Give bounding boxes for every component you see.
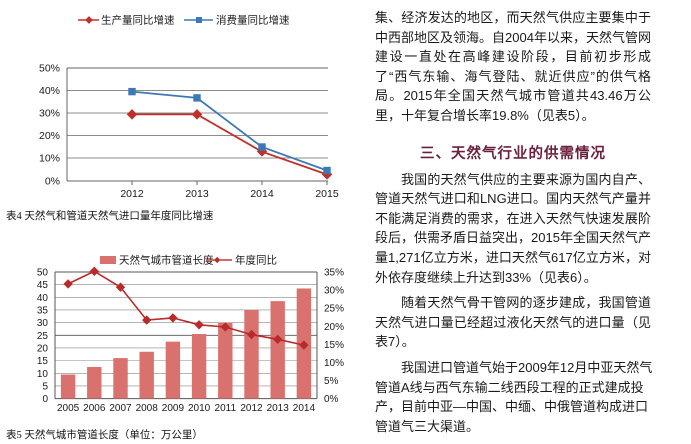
svg-text:2012: 2012 (120, 188, 144, 200)
svg-text:20%: 20% (39, 130, 60, 142)
svg-text:2013: 2013 (185, 188, 209, 200)
svg-text:35%: 35% (324, 268, 344, 279)
svg-text:45: 45 (37, 280, 49, 291)
svg-text:2012: 2012 (240, 403, 263, 414)
svg-text:40: 40 (37, 293, 49, 304)
svg-text:10%: 10% (324, 358, 344, 369)
svg-text:10%: 10% (39, 153, 60, 165)
svg-text:30%: 30% (324, 286, 344, 297)
svg-text:0: 0 (42, 394, 48, 405)
svg-text:年度同比: 年度同比 (235, 254, 277, 267)
svg-text:2015: 2015 (315, 188, 339, 200)
svg-text:2005: 2005 (57, 403, 80, 414)
svg-text:35: 35 (37, 306, 49, 317)
svg-text:2009: 2009 (162, 403, 185, 414)
svg-text:25%: 25% (324, 304, 344, 315)
svg-text:40%: 40% (39, 85, 60, 97)
svg-text:25: 25 (37, 331, 49, 342)
svg-text:2011: 2011 (215, 403, 237, 414)
svg-text:2013: 2013 (267, 403, 290, 414)
svg-text:5: 5 (42, 381, 48, 392)
svg-text:2006: 2006 (83, 403, 106, 414)
svg-text:0%: 0% (45, 176, 60, 188)
svg-text:2007: 2007 (109, 403, 132, 414)
svg-text:15: 15 (37, 356, 49, 367)
svg-text:50: 50 (37, 268, 49, 279)
svg-text:2010: 2010 (188, 403, 211, 414)
svg-text:2014: 2014 (250, 188, 274, 200)
svg-text:10: 10 (37, 369, 49, 380)
svg-text:2014: 2014 (293, 403, 316, 414)
svg-text:30%: 30% (39, 108, 60, 120)
svg-text:天然气城市管道长度: 天然气城市管道长度 (119, 254, 214, 267)
svg-text:生产量同比增速: 生产量同比增速 (101, 14, 175, 27)
svg-text:0%: 0% (324, 394, 339, 405)
svg-text:15%: 15% (324, 340, 344, 351)
svg-text:50%: 50% (39, 63, 60, 75)
svg-text:2008: 2008 (136, 403, 159, 414)
svg-text:30: 30 (37, 318, 49, 329)
svg-text:5%: 5% (324, 376, 339, 387)
svg-text:20%: 20% (324, 322, 344, 333)
svg-text:20: 20 (37, 344, 49, 355)
svg-text:消费量同比增速: 消费量同比增速 (216, 14, 290, 27)
